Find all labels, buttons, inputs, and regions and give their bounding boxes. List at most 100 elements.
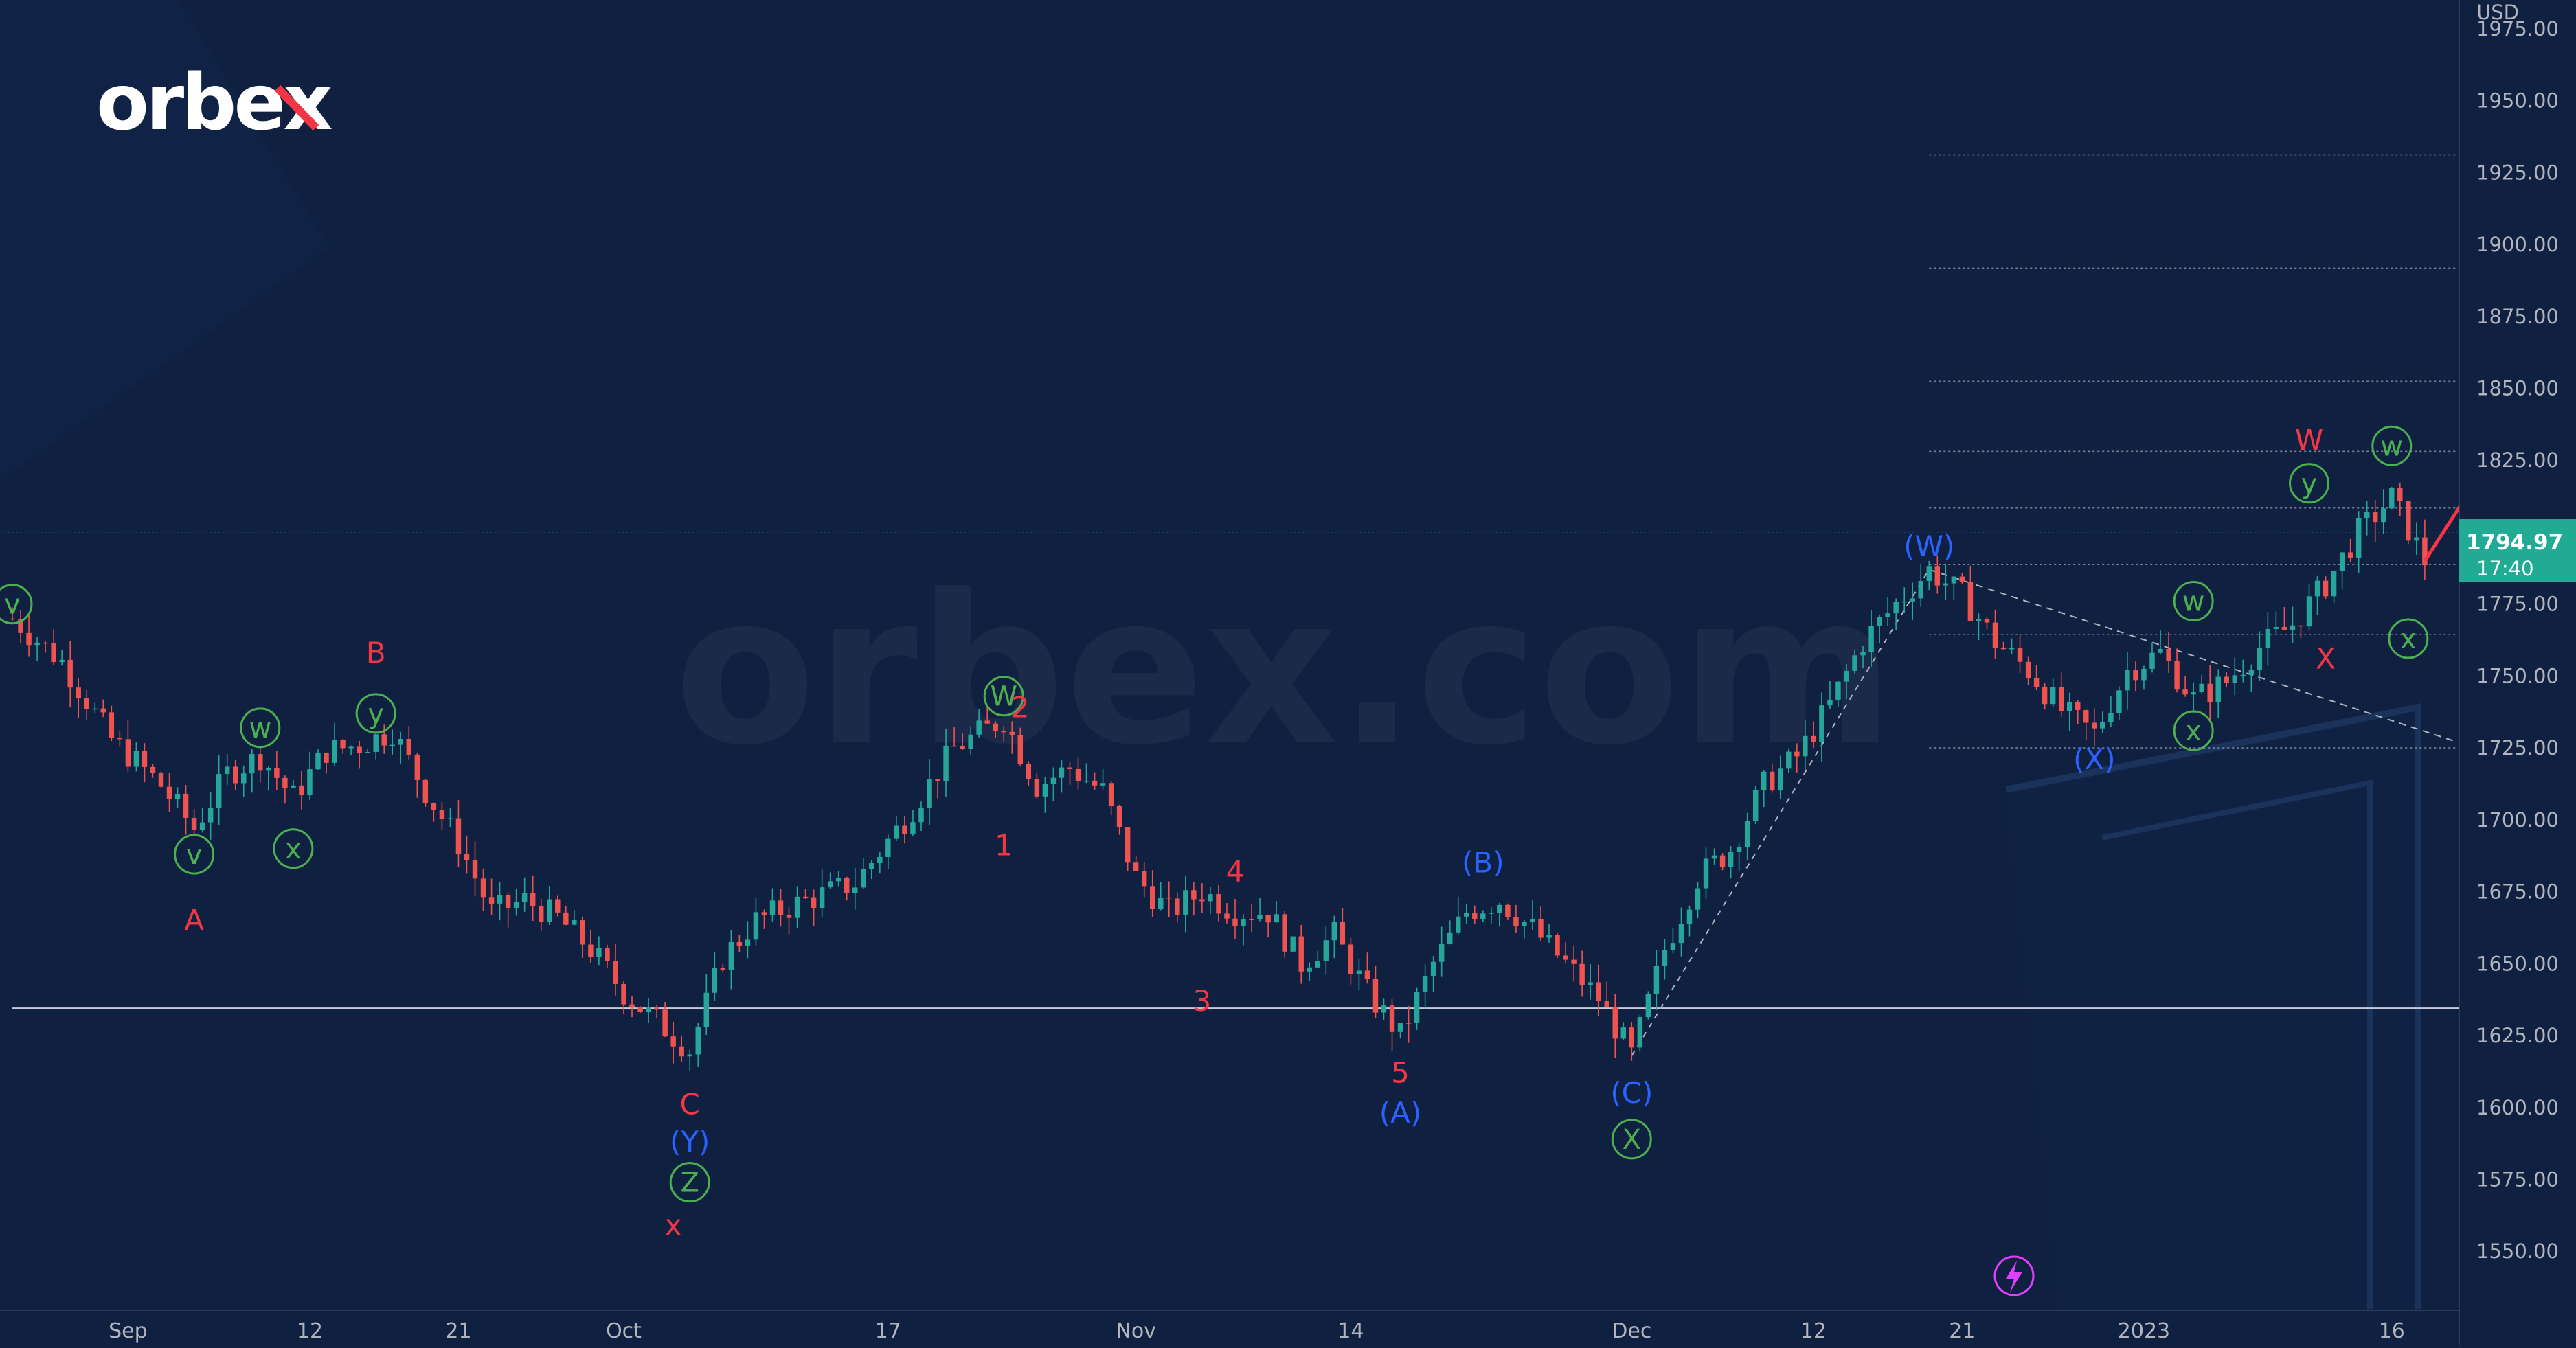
candle-body <box>1967 582 1974 621</box>
candle-body <box>613 961 618 984</box>
candle <box>1778 755 1783 799</box>
candle <box>547 886 552 926</box>
candle <box>1116 804 1122 835</box>
candle <box>2191 682 2196 714</box>
candle-body <box>1976 619 1982 621</box>
candle <box>1397 1023 1403 1039</box>
candle-body <box>1934 566 1941 586</box>
candle <box>414 753 420 798</box>
candle <box>291 780 296 788</box>
candle-body <box>1926 566 1932 582</box>
candle-body <box>2347 552 2353 558</box>
candle <box>324 752 329 774</box>
candle-body <box>1686 909 1693 924</box>
candle-body <box>1678 924 1684 944</box>
candle <box>1348 937 1354 985</box>
candle-body <box>1951 576 1957 584</box>
candle <box>2141 665 2147 690</box>
candle-body <box>1381 1005 1387 1013</box>
candle <box>1546 924 1552 943</box>
candle <box>2306 583 2312 630</box>
wave-label-text: 3 <box>1193 984 1212 1018</box>
candle-body <box>2364 512 2370 518</box>
wave-label-circle <box>2289 463 2330 504</box>
candle-body <box>2314 580 2320 597</box>
candle-body <box>1422 975 1428 992</box>
candle <box>224 753 230 786</box>
candle <box>389 729 395 755</box>
candle <box>488 878 495 915</box>
candle <box>761 909 767 929</box>
candle <box>646 998 651 1023</box>
wave-label-circle <box>273 828 314 869</box>
wave-label: (W) <box>1903 529 1954 563</box>
candle-body <box>1803 735 1808 757</box>
candle-body <box>1604 1001 1609 1007</box>
candle <box>1653 949 1660 1010</box>
triangle-trend-line <box>1928 569 2459 743</box>
candle <box>447 808 453 827</box>
candle-body <box>960 746 965 749</box>
candle-body <box>753 912 759 940</box>
candle <box>1001 726 1006 742</box>
candle <box>2373 499 2378 542</box>
candle <box>1166 881 1172 917</box>
candle-body <box>1472 913 1478 919</box>
candle <box>1827 681 1833 709</box>
candle <box>2100 711 2105 733</box>
wave-label-text: (B) <box>1462 846 1504 880</box>
candle-body <box>299 785 304 796</box>
candle <box>340 738 346 754</box>
candle-body <box>1464 913 1469 917</box>
candle <box>1761 770 1767 808</box>
candle-body <box>1257 915 1263 919</box>
candle-body <box>1274 914 1279 923</box>
candle-body <box>1943 583 1949 586</box>
candle-body <box>580 920 585 945</box>
wave-label: y <box>2289 463 2330 504</box>
wave-label: v <box>0 584 33 625</box>
candle-body <box>2009 648 2015 650</box>
candle-body <box>902 825 907 834</box>
candle <box>2232 657 2237 696</box>
candle <box>1447 920 1453 945</box>
candle-body <box>1819 705 1824 742</box>
price-tick-label: 1725.00 <box>2476 736 2559 759</box>
candle-body <box>670 1036 676 1047</box>
time-tick-label: Sep <box>109 1319 148 1343</box>
candle <box>2009 638 2015 654</box>
candle-body <box>207 808 214 823</box>
wave-label-text: 4 <box>1226 854 1245 888</box>
candle <box>1794 743 1800 773</box>
candle <box>2149 642 2155 673</box>
candle <box>530 875 536 921</box>
candle <box>1364 952 1370 984</box>
candle-body <box>1918 581 1923 599</box>
candle-body <box>2323 580 2329 597</box>
candle-body <box>530 893 536 906</box>
wave-label-text: X <box>1623 1124 1641 1156</box>
price-tick-label: 1550.00 <box>2476 1240 2559 1263</box>
candle <box>2174 648 2180 693</box>
candle <box>605 944 610 969</box>
candle <box>1786 748 1792 773</box>
candle <box>1530 900 1535 930</box>
candle <box>2389 487 2395 510</box>
candle-body <box>1232 918 1238 926</box>
candle <box>2067 692 2072 731</box>
candle-body <box>258 754 263 771</box>
candle-body <box>918 808 924 823</box>
candle <box>1959 573 1965 584</box>
candle <box>18 610 23 643</box>
candle <box>563 906 569 926</box>
candle <box>241 765 247 797</box>
candle <box>827 872 833 889</box>
candle <box>2347 538 2353 562</box>
candle <box>1241 914 1246 946</box>
wave-label-text: (W) <box>1903 529 1954 563</box>
candle <box>92 702 98 713</box>
candle-body <box>1522 922 1527 927</box>
wave-label-text: (C) <box>1610 1076 1653 1110</box>
